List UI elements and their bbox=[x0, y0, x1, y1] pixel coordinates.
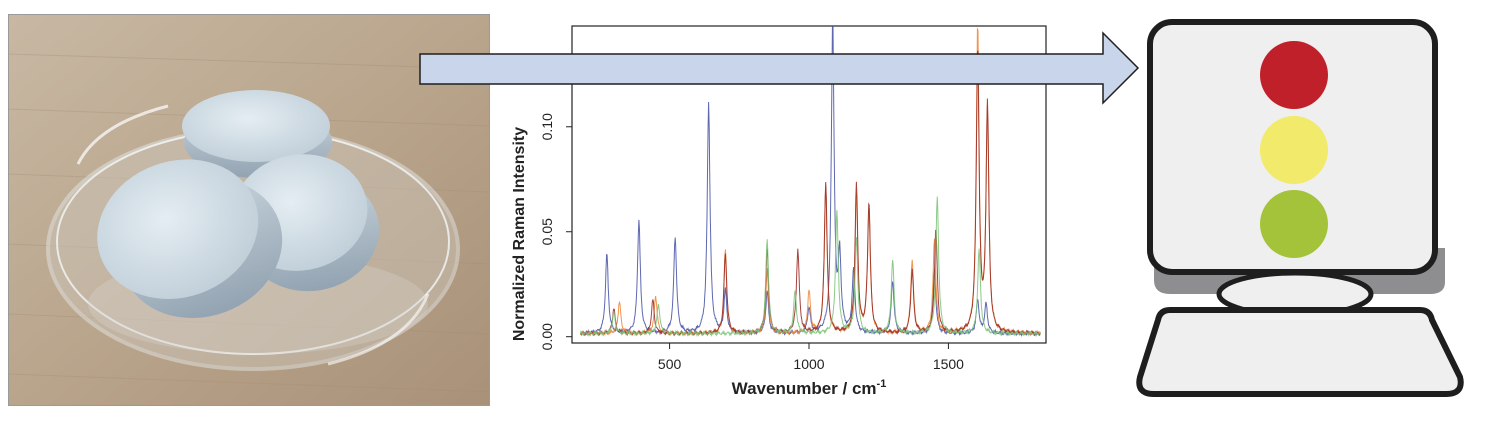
y-tick-label: 0.00 bbox=[539, 323, 555, 350]
x-tick-label: 1000 bbox=[793, 356, 824, 372]
tablets-photo bbox=[7, 13, 491, 407]
spectrum-series-4 bbox=[579, 196, 1041, 337]
keyboard bbox=[1136, 307, 1464, 397]
x-tick-label: 1500 bbox=[933, 356, 964, 372]
red-light bbox=[1260, 41, 1328, 109]
series-layer bbox=[579, 25, 1041, 337]
y-tick-label: 0.05 bbox=[539, 218, 555, 245]
y-axis-label: Normalized Raman Intensity bbox=[511, 127, 528, 341]
computer-traffic-light bbox=[1130, 12, 1475, 402]
green-light bbox=[1260, 190, 1328, 258]
yellow-light bbox=[1260, 116, 1328, 184]
process-arrow bbox=[418, 30, 1143, 110]
x-tick-label: 500 bbox=[658, 356, 682, 372]
ticks-layer: 500 1000 1500 0.00 0.05 0.10 bbox=[539, 113, 964, 372]
spectrum-series-1 bbox=[579, 25, 1041, 337]
y-tick-label: 0.10 bbox=[539, 113, 555, 140]
right-arrow-icon bbox=[419, 31, 1140, 105]
spectrum-series-3 bbox=[580, 50, 1041, 337]
tablets-in-petri-dish-image bbox=[7, 13, 491, 407]
computer-traffic-light-icon bbox=[1136, 19, 1464, 397]
x-axis-label: Wavenumber / cm-1 bbox=[732, 378, 887, 398]
